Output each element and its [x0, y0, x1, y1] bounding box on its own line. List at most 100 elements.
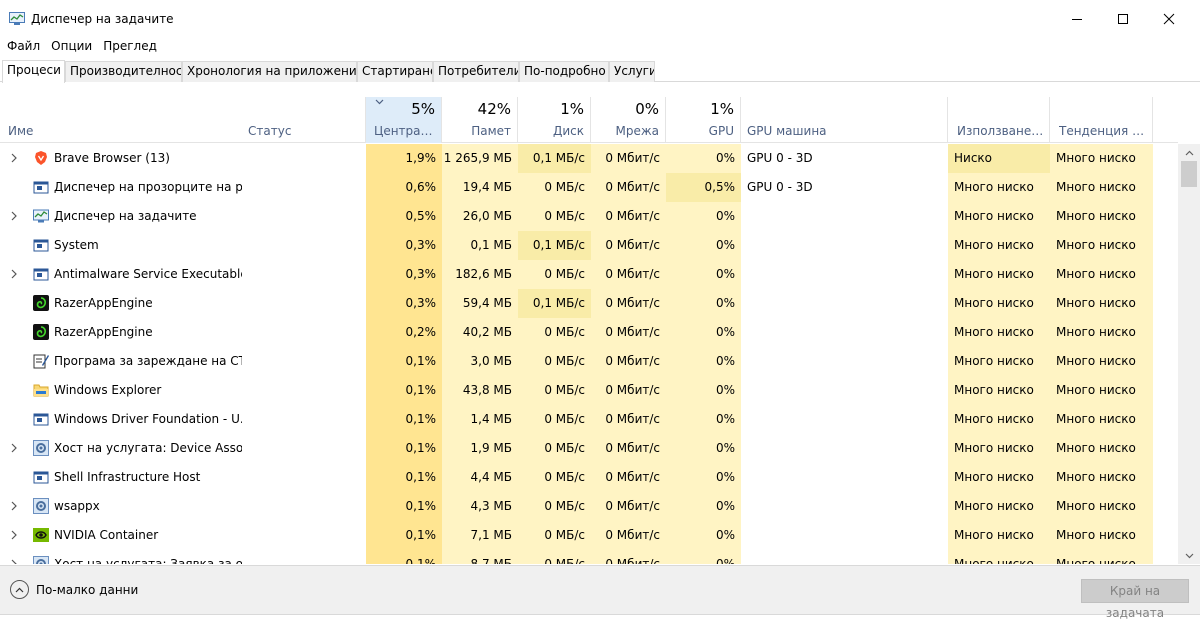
process-name: Диспечер на задачите — [54, 209, 197, 223]
column-name[interactable]: Име — [0, 97, 242, 143]
process-row[interactable]: Windows Driver Foundation - U... 0,1% 1,4 … — [0, 405, 1178, 434]
tab-performance[interactable]: Производителност — [65, 61, 182, 82]
process-row[interactable]: Windows Explorer 0,1% 43,8 МБ 0 МБ/с 0 Мбит/… — [0, 376, 1178, 405]
gpu-engine-value — [741, 521, 948, 550]
cpu-value: 0,3% — [405, 267, 437, 281]
process-row[interactable]: Програма за зареждане на CTF 0,1% 3,0 МБ 0 … — [0, 347, 1178, 376]
column-cpu-label: Централ... — [374, 124, 435, 138]
process-row[interactable]: NVIDIA Container 0,1% 7,1 МБ 0 МБ/с 0 Мбит/с… — [0, 521, 1178, 550]
process-row[interactable]: Brave Browser (13) 1,9% 1 265,9 МБ 0,1 МБ/с… — [0, 144, 1178, 173]
process-row[interactable]: Диспечер на задачите 0,5% 26,0 МБ 0 МБ/с 0 М… — [0, 202, 1178, 231]
end-task-button[interactable]: Край на задачата — [1081, 579, 1189, 620]
process-row[interactable]: wsappx 0,1% 4,3 МБ 0 МБ/с 0 Мбит/с 0% Много ни… — [0, 492, 1178, 521]
chevron-right-icon[interactable] — [10, 501, 18, 511]
column-status[interactable]: Статус — [242, 97, 366, 143]
process-name: Програма за зареждане на CTF — [54, 354, 242, 368]
fewer-details-label: По-малко данни — [36, 582, 139, 597]
maximize-icon — [1118, 14, 1128, 24]
column-disk-label: Диск — [552, 124, 584, 138]
process-row[interactable]: Shell Infrastructure Host 0,1% 4,4 МБ 0 МБ/… — [0, 463, 1178, 492]
process-row[interactable]: RazerAppEngine 0,2% 40,2 МБ 0 МБ/с 0 Мбит/с 0… — [0, 318, 1178, 347]
process-row[interactable]: Antimalware Service Executable 0,3% 182,6 … — [0, 260, 1178, 289]
chevron-right-icon[interactable] — [10, 211, 18, 221]
tab-details[interactable]: По-подробно — [519, 61, 609, 82]
gpu-value: 0% — [715, 354, 735, 368]
memory-value: 19,4 МБ — [462, 180, 512, 194]
tab-users[interactable]: Потребители — [433, 61, 519, 82]
column-power-usage[interactable]: Използване н... — [948, 97, 1050, 143]
column-network[interactable]: 0% Мрежа — [591, 97, 666, 143]
gpu-value: 0,5% — [666, 173, 741, 202]
power-usage-value: Много ниско — [954, 528, 1034, 542]
power-usage-value: Много ниско — [954, 383, 1034, 397]
vertical-scrollbar[interactable] — [1178, 144, 1200, 564]
memory-heat-column — [442, 144, 518, 564]
column-power-trend[interactable]: Тенденция п... — [1050, 97, 1153, 143]
disk-value: 0 МБ/с — [544, 267, 585, 281]
network-heat-column — [591, 144, 666, 564]
gpu-total: 1% — [710, 100, 734, 118]
gpu-engine-value — [741, 318, 948, 347]
column-gpu[interactable]: 1% GPU — [666, 97, 741, 143]
power-trend-value: Много ниско — [1056, 383, 1136, 397]
cpu-value: 0,1% — [405, 557, 437, 564]
gpu-engine-value — [741, 289, 948, 318]
scroll-up-button[interactable] — [1178, 144, 1200, 161]
process-row[interactable]: System 0,3% 0,1 МБ 0,1 МБ/с 0 Мбит/с 0% Много … — [0, 231, 1178, 260]
maximize-button[interactable] — [1100, 0, 1146, 38]
cpu-total: 5% — [411, 100, 435, 118]
network-value: 0 Мбит/с — [605, 238, 660, 252]
column-memory[interactable]: 42% Памет — [442, 97, 518, 143]
memory-total: 42% — [477, 100, 511, 118]
window-app-icon — [33, 179, 49, 195]
footer-bar: По-малко данни Край на задачата — [0, 565, 1200, 620]
memory-value: 59,4 МБ — [462, 296, 512, 310]
tab-app-history[interactable]: Хронология на приложение — [182, 61, 357, 82]
scroll-down-button[interactable] — [1178, 547, 1200, 564]
cpu-value: 1,9% — [405, 151, 437, 165]
power-usage-value: Много ниско — [954, 267, 1034, 281]
power-trend-value: Много ниско — [1056, 528, 1136, 542]
process-row[interactable]: Хост на услугата: Заявка за отл... 0,1% 8,… — [0, 550, 1178, 564]
chevron-right-icon[interactable] — [10, 269, 18, 279]
gpu-engine-value — [741, 347, 948, 376]
memory-value: 40,2 МБ — [462, 325, 512, 339]
process-name: wsappx — [54, 499, 100, 513]
memory-value: 4,3 МБ — [470, 499, 512, 513]
disk-value: 0 МБ/с — [544, 528, 585, 542]
column-cpu[interactable]: 5% Централ... — [366, 97, 442, 143]
fewer-details-button[interactable]: По-малко данни — [10, 580, 138, 599]
menu-options[interactable]: Опции — [51, 39, 93, 53]
column-disk[interactable]: 1% Диск — [518, 97, 591, 143]
scroll-thumb[interactable] — [1181, 161, 1197, 187]
menu-file[interactable]: Файл — [7, 39, 41, 53]
power-usage-value: Много ниско — [954, 441, 1034, 455]
memory-value: 43,8 МБ — [462, 383, 512, 397]
memory-value: 4,4 МБ — [470, 470, 512, 484]
gpu-engine-value — [741, 550, 948, 564]
gpu-engine-value — [741, 434, 948, 463]
chevron-right-icon[interactable] — [10, 559, 18, 564]
chevron-right-icon[interactable] — [10, 530, 18, 540]
process-row[interactable]: Хост на услугата: Device Associ... 0,1% 1,… — [0, 434, 1178, 463]
tab-processes[interactable]: Процеси — [2, 60, 65, 83]
chevron-right-icon[interactable] — [10, 443, 18, 453]
memory-value: 1,9 МБ — [470, 441, 512, 455]
column-memory-label: Памет — [471, 124, 511, 138]
cpu-value: 0,1% — [405, 354, 437, 368]
minimize-button[interactable] — [1054, 0, 1100, 38]
process-row[interactable]: RazerAppEngine 0,3% 59,4 МБ 0,1 МБ/с 0 Мбит/… — [0, 289, 1178, 318]
close-button[interactable] — [1146, 0, 1192, 38]
menu-bar: Файл Опции Преглед — [0, 38, 161, 56]
tab-startup[interactable]: Стартиране — [357, 61, 433, 82]
process-row[interactable]: Диспечер на прозорците на р... 0,6% 19,4 М… — [0, 173, 1178, 202]
menu-view[interactable]: Преглед — [103, 39, 157, 53]
gpu-value: 0% — [715, 151, 735, 165]
gpu-engine-value: GPU 0 - 3D — [747, 180, 813, 194]
column-gpu-engine[interactable]: GPU машина — [741, 97, 948, 143]
process-name: Brave Browser (13) — [54, 151, 170, 165]
tab-services[interactable]: Услуги — [609, 61, 655, 82]
chevron-right-icon[interactable] — [10, 153, 18, 163]
power-usage-value: Ниско — [948, 144, 1050, 173]
gpu-value: 0% — [715, 325, 735, 339]
